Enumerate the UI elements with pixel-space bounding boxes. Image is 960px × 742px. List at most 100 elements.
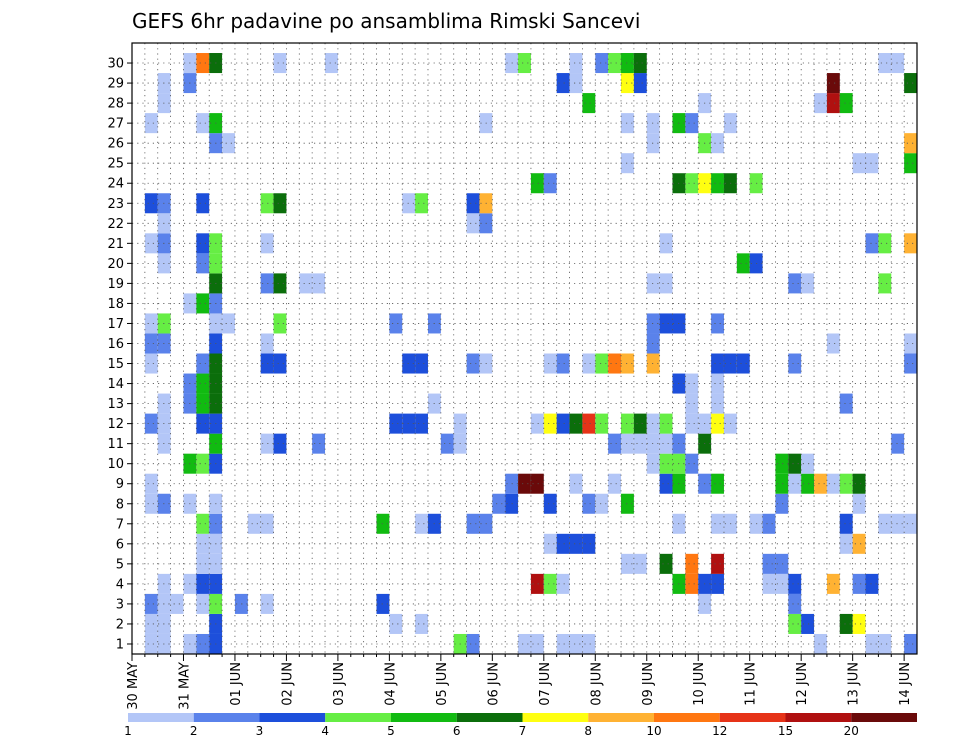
heatmap-cell <box>325 53 338 74</box>
y-tick-label: 22 <box>107 217 124 232</box>
heatmap-cell <box>711 393 724 414</box>
heatmap-cell <box>801 613 815 634</box>
x-tick-label: 10 JUN <box>692 662 707 706</box>
heatmap-cell <box>466 213 480 234</box>
heatmap-cell <box>144 593 158 614</box>
heatmap-cell <box>608 473 622 494</box>
heatmap-cell <box>260 273 274 294</box>
y-tick-label: 19 <box>107 277 124 292</box>
y-tick-label: 6 <box>116 537 124 552</box>
heatmap-cell <box>466 513 480 534</box>
heatmap-cell <box>144 193 158 214</box>
heatmap-cell <box>633 73 647 94</box>
x-tick-label: 14 JUN <box>898 662 913 706</box>
heatmap-cell <box>196 193 210 214</box>
x-tick-label: 01 JUN <box>229 662 244 706</box>
heatmap-cell <box>839 533 853 554</box>
heatmap-cell <box>633 553 647 574</box>
heatmap-cell <box>878 513 892 534</box>
heatmap-cell <box>621 493 634 514</box>
heatmap-cell <box>801 273 815 294</box>
legend-label: 15 <box>778 724 793 738</box>
heatmap-cell <box>556 413 570 434</box>
heatmap-cell <box>569 53 583 74</box>
heatmap-cell <box>865 633 879 654</box>
heatmap-cell <box>685 553 699 574</box>
heatmap-cell <box>852 493 866 514</box>
heatmap-cell <box>595 493 609 514</box>
heatmap-cell <box>762 553 776 574</box>
heatmap-cell <box>543 353 557 374</box>
heatmap-cell <box>376 513 390 534</box>
heatmap-cell <box>530 413 544 434</box>
heatmap-cell <box>196 233 210 254</box>
heatmap-cell <box>569 473 583 494</box>
heatmap-cell <box>762 573 776 594</box>
y-tick-label: 29 <box>107 77 124 92</box>
heatmap-cell <box>801 453 815 474</box>
legend-label: 6 <box>453 724 461 738</box>
legend-label: 5 <box>387 724 395 738</box>
y-tick-label: 24 <box>107 177 124 192</box>
y-tick-label: 16 <box>107 337 124 352</box>
heatmap-cell <box>273 193 287 214</box>
heatmap-cell <box>891 513 905 534</box>
heatmap-cell <box>415 353 428 374</box>
x-tick-label: 30 MAY <box>126 662 141 710</box>
heatmap-cell <box>518 53 531 74</box>
heatmap-cell <box>415 613 428 634</box>
heatmap-cell <box>518 633 531 654</box>
heatmap-cell <box>621 433 634 454</box>
heatmap-cell <box>222 133 235 154</box>
heatmap-cell <box>839 613 853 634</box>
legend-label: 2 <box>190 724 198 738</box>
heatmap-cell <box>621 413 634 434</box>
heatmap-cell <box>247 513 261 534</box>
heatmap-cell <box>556 73 570 94</box>
heatmap-cell <box>633 413 647 434</box>
x-tick-label: 31 MAY <box>178 662 193 710</box>
legend-swatch <box>391 713 457 722</box>
heatmap-cell <box>826 333 840 354</box>
heatmap-cell <box>569 533 583 554</box>
heatmap-cell <box>685 113 699 134</box>
heatmap-cell <box>621 53 634 74</box>
x-tick-label: 02 JUN <box>280 662 295 706</box>
heatmap-cell <box>904 353 917 374</box>
grid-lines <box>132 43 917 654</box>
heatmap-cell <box>659 233 673 254</box>
heatmap-cell <box>659 473 673 494</box>
heatmap-cell <box>788 273 802 294</box>
heatmap-cell <box>711 553 724 574</box>
heatmap-cell <box>621 113 634 134</box>
heatmap-cell <box>415 193 428 214</box>
heatmap-cell <box>543 493 557 514</box>
heatmap-cell <box>788 453 802 474</box>
x-tick-label: 05 JUN <box>435 662 450 706</box>
heatmap-cell <box>543 533 557 554</box>
heatmap-cell <box>144 353 158 374</box>
heatmap-cell <box>608 53 622 74</box>
heatmap-cell <box>556 633 570 654</box>
heatmap-cell <box>144 233 158 254</box>
heatmap-cell <box>685 373 699 394</box>
heatmap-cell <box>389 413 403 434</box>
y-tick-label: 23 <box>107 197 124 212</box>
legend-swatch <box>259 713 326 722</box>
heatmap-cell <box>852 613 866 634</box>
heatmap-cell <box>556 533 570 554</box>
heatmap-cell <box>878 233 892 254</box>
heatmap-cell <box>389 613 403 634</box>
heatmap-cell <box>788 593 802 614</box>
heatmap-cell <box>273 53 287 74</box>
heatmap-cell <box>518 473 531 494</box>
heatmap-cell <box>389 313 403 334</box>
heatmap-cell <box>222 313 235 334</box>
heatmap-cell <box>569 413 583 434</box>
heatmap-cell <box>569 73 583 94</box>
heatmap-cell <box>788 353 802 374</box>
x-tick-label: 03 JUN <box>332 662 347 706</box>
heatmap-cell <box>865 573 879 594</box>
y-tick-label: 20 <box>107 257 124 272</box>
